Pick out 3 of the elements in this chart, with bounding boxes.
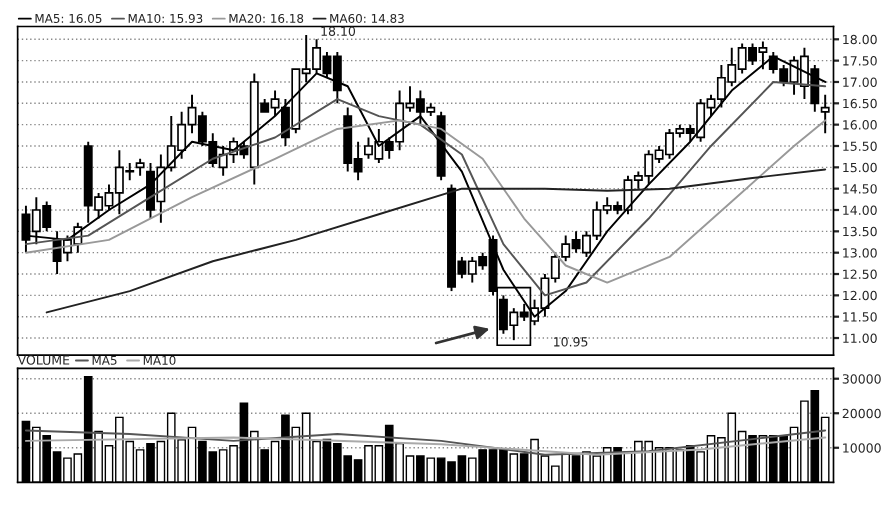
line-series [24, 436, 827, 456]
line-series [45, 168, 827, 314]
line-series [24, 429, 827, 456]
